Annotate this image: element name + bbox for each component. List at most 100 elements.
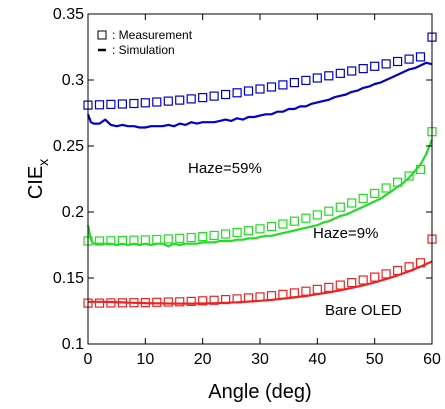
series-2-measurement-point	[381, 269, 391, 279]
series-0-measurement-point	[198, 92, 208, 103]
series-1-measurement-point	[129, 235, 139, 245]
series-1-measurement-point	[312, 210, 322, 220]
y-tick-label: 0.25	[53, 138, 84, 155]
series-1-measurement-point	[106, 236, 116, 246]
series-0-measurement-point	[393, 56, 403, 67]
series-1-measurement-point	[186, 232, 196, 243]
series-2-measurement-point	[117, 298, 128, 308]
annotation-haze-59: Haze=59%	[188, 160, 262, 177]
series-1-measurement-point	[301, 213, 311, 223]
plot-frame	[87, 13, 433, 345]
x-tick-label: 10	[136, 351, 154, 368]
series-2-measurement-point	[358, 275, 368, 285]
series-2-measurement-point	[163, 297, 173, 307]
series-1-measurement-point	[347, 198, 357, 208]
x-tick-label: 60	[423, 351, 441, 368]
series-2-measurement-point	[301, 286, 311, 296]
x-tick-label: 30	[251, 351, 269, 368]
series-2-measurement-point	[152, 297, 162, 307]
series-2-measurement-point	[106, 298, 116, 308]
series-2-measurement-point	[221, 295, 231, 305]
legend: : Measurement : Simulation	[97, 28, 193, 57]
series-1-measurement-point	[393, 177, 403, 187]
series-0-measurement-point	[94, 100, 105, 110]
series-0-measurement-point	[289, 77, 299, 88]
x-tick-label: 40	[308, 351, 326, 368]
series-2-measurement-point	[94, 298, 105, 308]
series-2-measurement-point	[404, 262, 414, 272]
series-2-measurement-point	[232, 294, 242, 304]
series-1-measurement-point	[117, 235, 128, 246]
series-2-measurement-point	[289, 288, 299, 298]
series-1-measurement-point	[404, 171, 414, 181]
series-0-measurement-point	[404, 54, 414, 64]
series-0-measurement-point	[266, 82, 277, 92]
series-1-measurement-point	[163, 234, 173, 244]
series-1-measurement-point	[94, 236, 105, 246]
legend-measurement-marker	[97, 30, 107, 40]
series-1-measurement-point	[324, 206, 334, 216]
series-2-measurement-point	[266, 291, 277, 301]
series-2-measurement-point	[186, 296, 196, 306]
series-1-measurement-point	[140, 235, 150, 245]
x-tick-label: 0	[84, 351, 93, 368]
series-1-measurement-point	[381, 183, 391, 193]
series-1-measurement-point	[335, 202, 345, 212]
series-1-measurement-point	[221, 229, 231, 239]
y-tick-label: 0.1	[62, 336, 84, 353]
series-1-measurement-point	[152, 234, 162, 245]
series-1-measurement-point	[358, 193, 368, 203]
series-0-measurement-point	[243, 86, 254, 96]
series-0-simulation-line	[86, 61, 433, 129]
series-2-measurement-point	[129, 298, 139, 308]
series-1-measurement-point	[198, 232, 208, 242]
legend-measurement-label: : Measurement	[112, 28, 193, 42]
x-axis-label: Angle (deg)	[208, 381, 311, 403]
y-tick-label: 0.3	[62, 72, 84, 89]
series-1-measurement-point	[243, 226, 254, 236]
series-0-measurement-point	[370, 61, 380, 71]
series-0-measurement-point	[163, 96, 173, 106]
series-0-measurement-point	[186, 94, 196, 104]
x-tick-label: 50	[366, 351, 384, 368]
series-1-measurement-point	[289, 216, 299, 226]
y-axis-label: CIEx	[25, 159, 51, 199]
annotation-bare-oled: Bare OLED	[325, 302, 402, 319]
y-tick-label: 0.35	[53, 6, 84, 23]
series-1-measurement-point	[415, 164, 426, 174]
series-0-measurement-point	[140, 98, 150, 108]
series-2-measurement-point	[347, 278, 357, 288]
series-0-measurement-point	[312, 73, 322, 83]
series-layer	[83, 32, 437, 308]
legend-simulation-label: : Simulation	[112, 43, 175, 57]
series-0-measurement-point	[278, 80, 288, 90]
series-1-measurement-point	[209, 230, 219, 240]
series-0-measurement-point	[324, 71, 334, 81]
series-0-measurement-point	[358, 63, 368, 74]
series-2-measurement-point	[255, 292, 265, 302]
series-1-simulation-line	[86, 138, 434, 248]
series-2-measurement-point	[312, 284, 322, 294]
y-tick-label: 0.15	[53, 270, 84, 287]
series-0-measurement-point	[381, 59, 391, 69]
x-tick-label: 20	[194, 351, 212, 368]
series-1-measurement-point	[278, 219, 288, 229]
series-2-measurement-point	[335, 280, 345, 290]
y-axis-label-main: CIE	[25, 166, 47, 199]
series-1-measurement-point	[266, 221, 277, 232]
series-0-measurement-point	[129, 98, 139, 109]
axis-layer: 0 10 20 30 40 50 60 0.1 0.15 0.2 0.25 0.3 0.35	[53, 6, 441, 368]
series-2-measurement-point	[393, 265, 403, 276]
series-0-measurement-point	[209, 91, 219, 101]
series-0-measurement-point	[301, 75, 311, 86]
series-2-measurement-point	[324, 282, 334, 292]
series-0-measurement-point	[106, 99, 116, 110]
series-0-measurement-point	[415, 52, 426, 62]
series-2-measurement-point	[175, 297, 185, 307]
series-2-simulation-line	[88, 260, 433, 305]
series-0-measurement-point	[347, 66, 357, 76]
series-0-measurement-point	[221, 89, 231, 100]
series-1-measurement-point	[232, 227, 242, 238]
series-0-measurement-point	[232, 88, 242, 98]
